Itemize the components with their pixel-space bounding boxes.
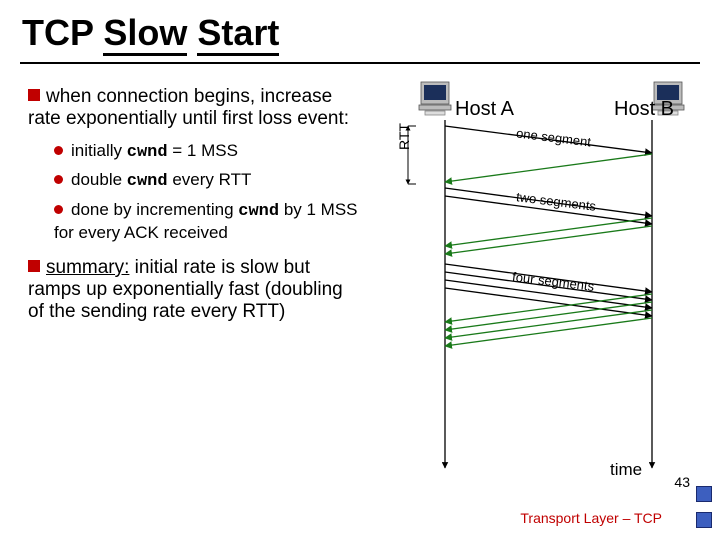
- summary-label: summary:: [46, 257, 129, 278]
- footer-text: Transport Layer – TCP: [520, 510, 662, 526]
- page-title: TCP Slow Start: [22, 12, 279, 54]
- time-label: time: [610, 460, 642, 480]
- circle-bullet-icon: [54, 175, 63, 184]
- title-divider: [20, 62, 700, 64]
- page-number: 43: [674, 474, 690, 490]
- subbullet-1: initially cwnd = 1 MSS: [54, 140, 358, 163]
- square-bullet-icon: [28, 260, 40, 272]
- circle-bullet-icon: [54, 205, 63, 214]
- rtt-label: RTT: [396, 123, 412, 150]
- host-b-label: Host B: [614, 98, 674, 121]
- bullet-1: when connection begins, increase rate ex…: [28, 86, 358, 130]
- subbullet-2: double cwnd every RTT: [54, 169, 358, 192]
- nav-down-button[interactable]: [696, 512, 712, 528]
- subbullet-3: done by incrementing cwnd by 1 MSS for e…: [54, 199, 358, 244]
- title-plain: TCP: [22, 12, 103, 53]
- bullet-1-text: when connection begins, increase rate ex…: [28, 86, 349, 129]
- circle-bullet-icon: [54, 146, 63, 155]
- content-column: when connection begins, increase rate ex…: [28, 86, 358, 333]
- nav-up-button[interactable]: [696, 486, 712, 502]
- bullet-summary: summary: initial rate is slow but ramps …: [28, 257, 358, 323]
- title-word-start: Start: [197, 12, 279, 56]
- host-a-label: Host A: [455, 98, 514, 121]
- title-word-slow: Slow: [103, 12, 187, 56]
- square-bullet-icon: [28, 89, 40, 101]
